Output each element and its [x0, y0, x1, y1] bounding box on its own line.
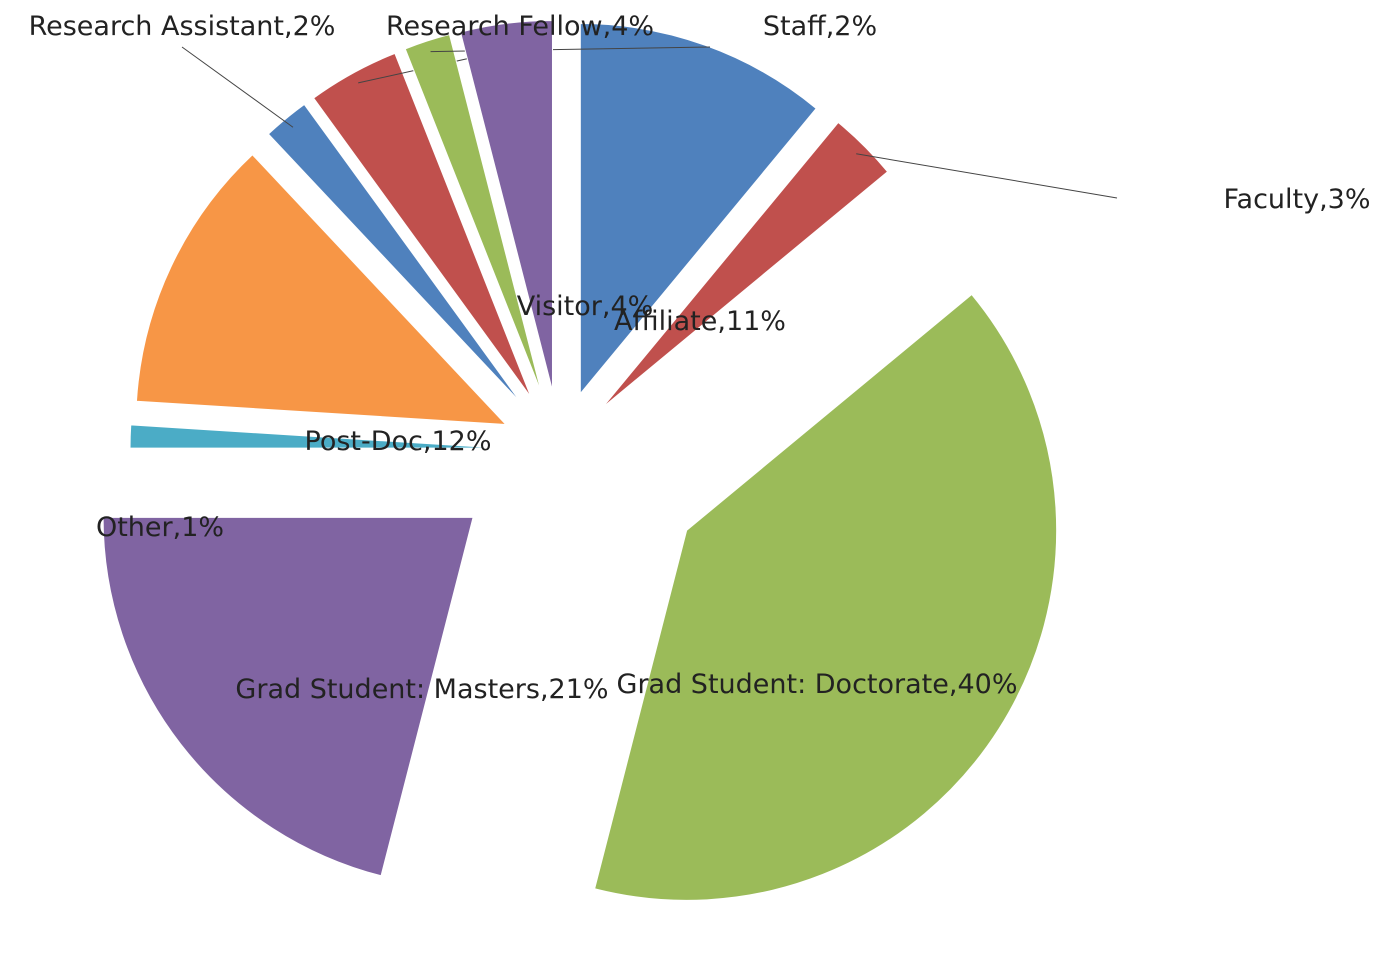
leader-line — [856, 153, 1118, 199]
pie-slice — [102, 516, 474, 877]
data-label: Grad Student: Doctorate,40% — [617, 669, 1018, 700]
category-label: Research Fellow — [386, 11, 603, 42]
category-label: Affiliate — [614, 306, 717, 337]
data-label: Affiliate,11% — [614, 306, 786, 337]
category-label: Post-Doc — [305, 426, 423, 457]
data-label: Grad Student: Masters,21% — [235, 674, 608, 705]
value-label: ,4% — [602, 291, 653, 322]
value-label: ,40% — [949, 669, 1018, 700]
category-label: Grad Student: Doctorate — [617, 669, 949, 700]
pie-slice — [312, 52, 532, 398]
category-label: Research Assistant — [29, 11, 284, 42]
value-label: ,2% — [826, 11, 877, 42]
value-label: ,3% — [1319, 184, 1370, 215]
value-label: ,21% — [540, 674, 609, 705]
value-label: ,11% — [717, 306, 786, 337]
data-label: Research Fellow,4% — [386, 11, 654, 42]
value-label: ,12% — [423, 426, 492, 457]
pie-slice — [602, 121, 889, 408]
value-label: ,1% — [173, 512, 224, 543]
data-label: Post-Doc,12% — [305, 426, 492, 457]
pie-slice — [594, 293, 1058, 901]
category-label: Grad Student: Masters — [235, 674, 540, 705]
pie-slice — [459, 19, 553, 391]
data-label: Faculty,3% — [1223, 184, 1370, 215]
category-label: Other — [96, 512, 174, 543]
category-label: Staff — [763, 11, 827, 42]
value-label: ,4% — [603, 11, 654, 42]
pie-slice — [267, 103, 523, 405]
data-label: Staff,2% — [763, 11, 877, 42]
pie-slice — [404, 33, 542, 394]
data-label: Research Assistant,2% — [29, 11, 336, 42]
value-label: ,2% — [284, 11, 335, 42]
pie-slice — [579, 23, 817, 395]
category-label: Faculty — [1223, 184, 1319, 215]
data-label: Other,1% — [96, 512, 224, 543]
leader-line — [181, 46, 294, 128]
pie-slice — [129, 424, 501, 449]
pie-slice — [135, 154, 507, 426]
data-label: Visitor,4% — [517, 291, 654, 322]
category-label: Visitor — [517, 291, 603, 322]
